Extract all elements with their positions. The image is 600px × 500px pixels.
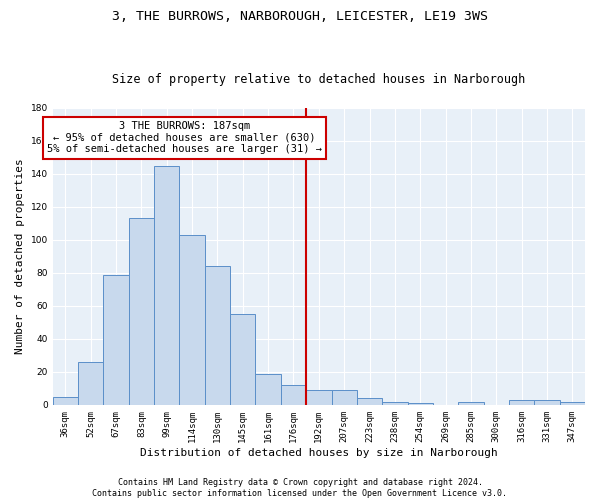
Bar xyxy=(332,390,357,405)
Text: 3 THE BURROWS: 187sqm
← 95% of detached houses are smaller (630)
5% of semi-deta: 3 THE BURROWS: 187sqm ← 95% of detached … xyxy=(47,121,322,154)
Text: Contains HM Land Registry data © Crown copyright and database right 2024.
Contai: Contains HM Land Registry data © Crown c… xyxy=(92,478,508,498)
X-axis label: Distribution of detached houses by size in Narborough: Distribution of detached houses by size … xyxy=(140,448,498,458)
Bar xyxy=(103,274,129,405)
Bar xyxy=(458,402,484,405)
Bar xyxy=(357,398,382,405)
Bar xyxy=(306,390,332,405)
Bar xyxy=(179,235,205,405)
Bar xyxy=(281,385,306,405)
Bar xyxy=(78,362,103,405)
Bar xyxy=(560,402,585,405)
Y-axis label: Number of detached properties: Number of detached properties xyxy=(15,158,25,354)
Bar xyxy=(535,400,560,405)
Bar xyxy=(129,218,154,405)
Bar xyxy=(53,396,78,405)
Bar xyxy=(382,402,407,405)
Bar xyxy=(205,266,230,405)
Text: 3, THE BURROWS, NARBOROUGH, LEICESTER, LE19 3WS: 3, THE BURROWS, NARBOROUGH, LEICESTER, L… xyxy=(112,10,488,23)
Bar xyxy=(154,166,179,405)
Bar xyxy=(407,403,433,405)
Title: Size of property relative to detached houses in Narborough: Size of property relative to detached ho… xyxy=(112,73,526,86)
Bar xyxy=(509,400,535,405)
Bar xyxy=(230,314,256,405)
Bar xyxy=(256,374,281,405)
